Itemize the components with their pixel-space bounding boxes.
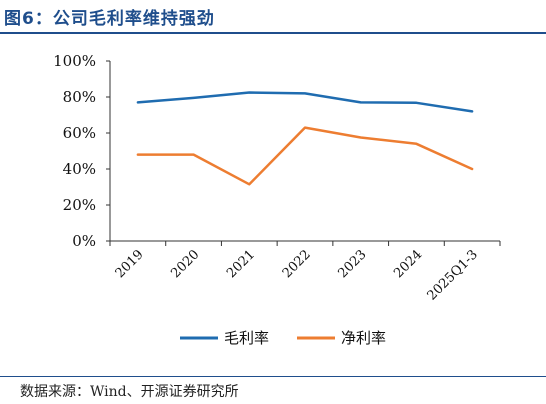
y-tick-label: 60% <box>63 124 96 142</box>
y-tick-label: 0% <box>72 232 96 250</box>
chart-legend: 毛利率 净利率 <box>180 329 386 347</box>
x-tick-label: 2019 <box>113 247 147 281</box>
series-line-1 <box>136 91 474 113</box>
chart-series <box>136 91 474 186</box>
x-tick-label: 2024 <box>391 247 425 281</box>
x-tick-label: 2022 <box>280 247 314 281</box>
figure-title: 图6：公司毛利率维持强劲 <box>4 9 215 29</box>
x-tick-label: 2025Q1-3 <box>425 247 481 303</box>
legend-label: 毛利率 <box>224 329 269 347</box>
source-note: 数据来源：Wind、开源证券研究所 <box>20 384 239 400</box>
y-tick-label: 20% <box>63 196 96 214</box>
series-line-2 <box>136 126 474 186</box>
chart-axes: 0% 20% 40% 60% 80% 100% 2019 2020 2021 2022 2023 20… <box>53 52 501 304</box>
y-tick-label: 100% <box>53 52 96 70</box>
x-tick-label: 2021 <box>224 247 258 281</box>
y-tick-label: 40% <box>63 160 96 178</box>
line-chart: 0% 20% 40% 60% 80% 100% 2019 2020 2021 2022 2023 20… <box>53 52 501 347</box>
source-rule <box>0 376 546 377</box>
y-tick-label: 80% <box>63 88 96 106</box>
x-tick-label: 2020 <box>168 247 202 281</box>
title-rule <box>0 32 546 34</box>
legend-label: 净利率 <box>341 329 386 347</box>
x-tick-label: 2023 <box>336 247 370 281</box>
